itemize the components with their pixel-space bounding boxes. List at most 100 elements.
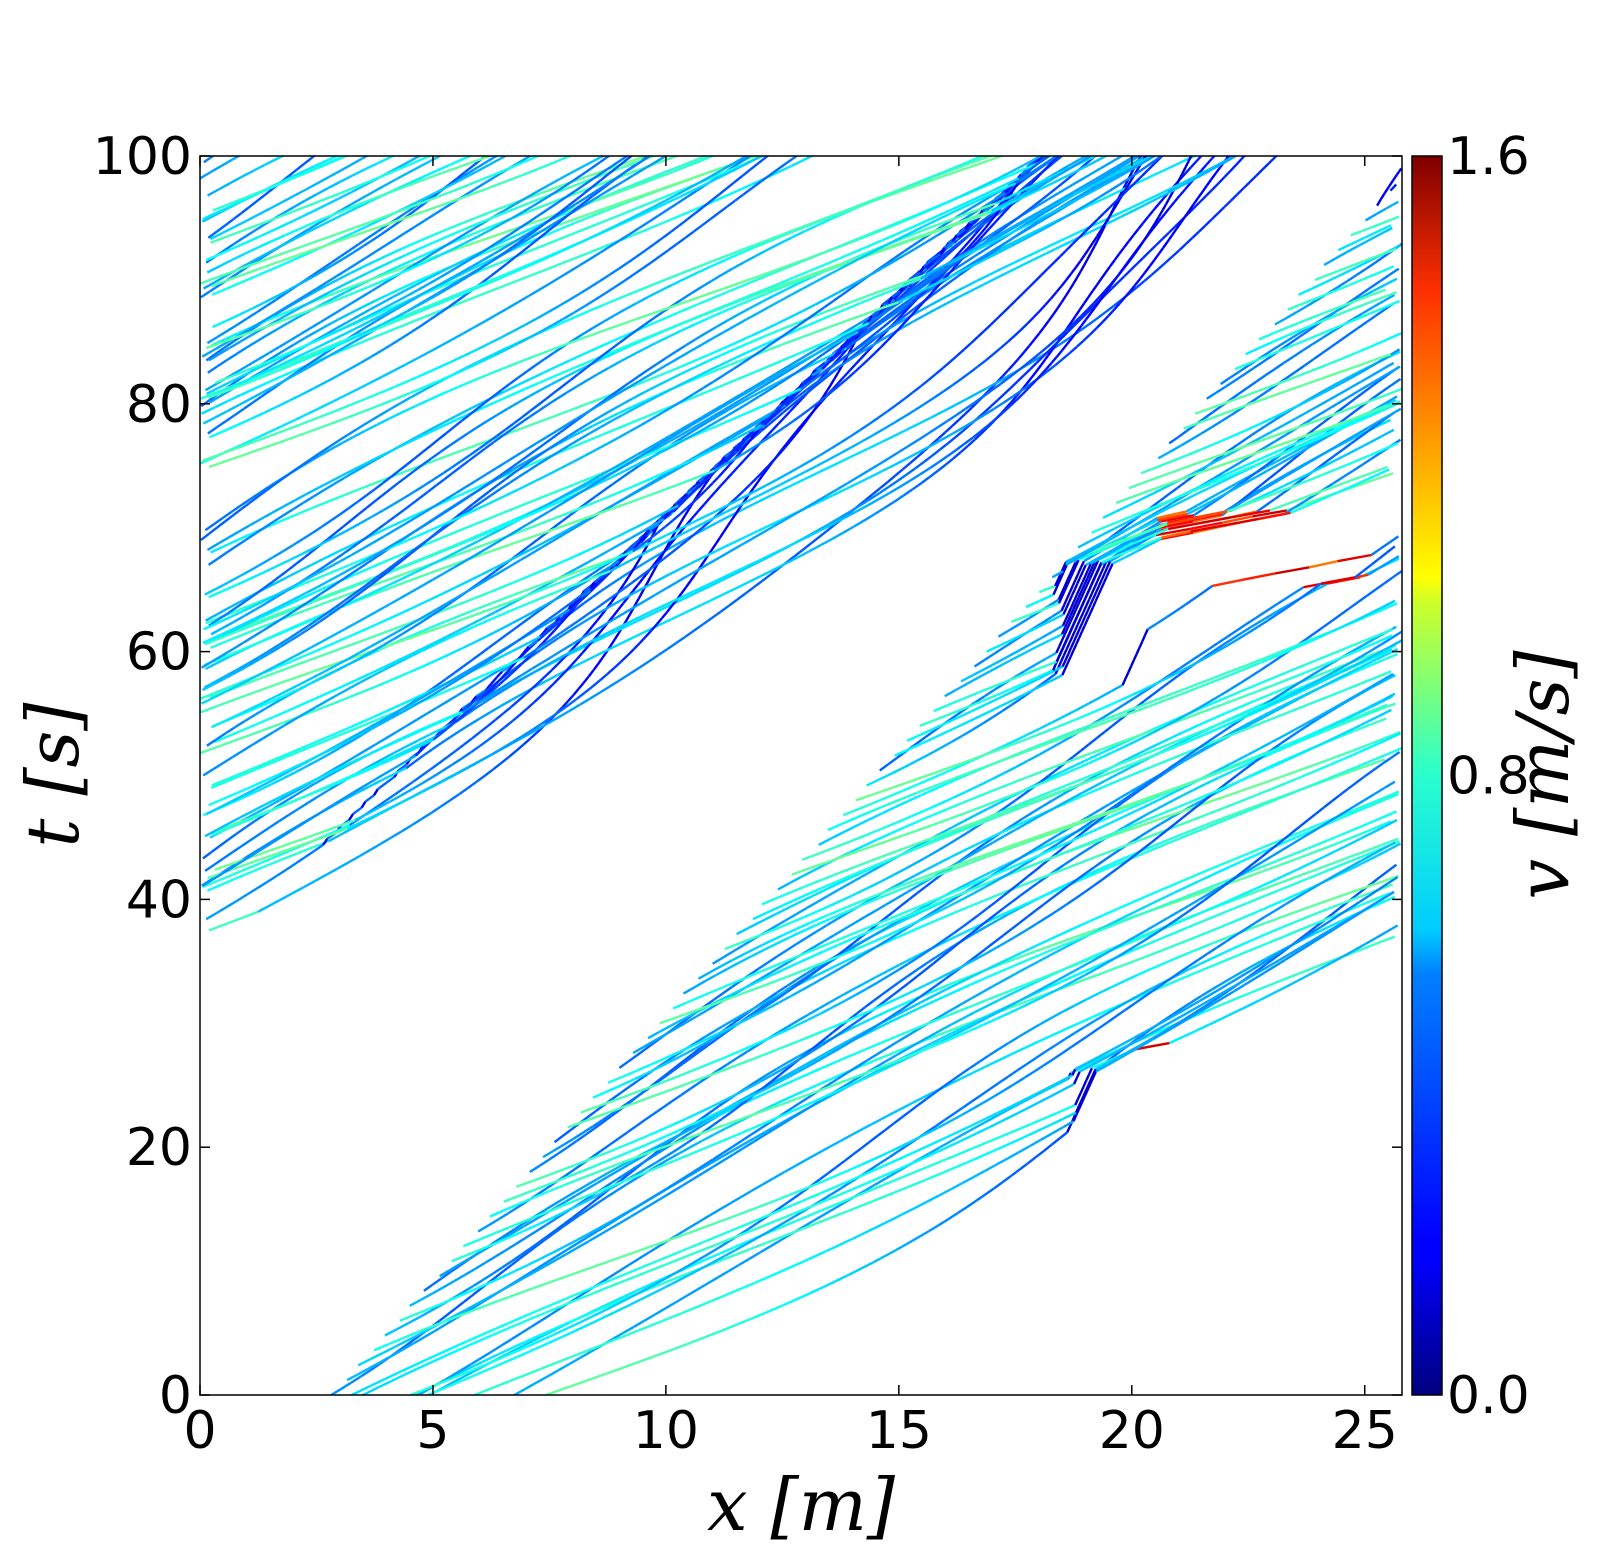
trajectory-segment [1047, 146, 1053, 152]
trajectory-segment [279, 815, 289, 821]
trajectory-segment [897, 1173, 912, 1179]
trajectory-segment [1256, 170, 1262, 176]
trajectory-segment [402, 1419, 417, 1425]
trajectory-segment [449, 1424, 466, 1430]
trajectory-segment [315, 875, 326, 881]
trajectory-segment [323, 805, 333, 811]
trajectory-segment [1320, 108, 1326, 114]
trajectory-segment [1151, 963, 1165, 969]
trajectory-segment [211, 846, 219, 852]
trajectory-segment [704, 498, 709, 504]
trajectory-segment [1332, 6, 1337, 12]
trajectory-segment [931, 411, 943, 417]
trajectory-segment [1374, 788, 1384, 794]
trajectory-segment [458, 767, 469, 773]
trajectory-segment [1249, 49, 1253, 55]
trajectory-segment [410, 1300, 422, 1306]
trajectory-segment [291, 1500, 305, 1506]
trajectory-segment [1052, 1127, 1063, 1133]
trajectory-segment [664, 553, 672, 559]
trajectory-segment [480, 648, 488, 654]
trajectory-segment [1321, 35, 1327, 41]
trajectory-segment [858, 471, 868, 477]
trajectory-segment [930, 462, 939, 468]
trajectory-segment [1202, 916, 1217, 922]
trajectory-segment [1304, 53, 1310, 59]
trajectory-segment [1051, 1030, 1065, 1036]
trajectory-segment [1115, 84, 1122, 90]
trajectory-segment [1169, 133, 1180, 139]
trajectory-segment [912, 316, 923, 322]
trajectory-segment [720, 606, 729, 612]
trajectory-segment [287, 705, 301, 711]
trajectory-segment [878, 1193, 894, 1199]
trajectory-segment [1003, 1176, 1011, 1182]
trajectory-segment [1103, 92, 1109, 98]
trajectory-segment [1089, 108, 1096, 114]
trajectory-segment [598, 658, 602, 664]
trajectory-segment [1287, 72, 1293, 78]
trajectory-segment [1232, 131, 1244, 137]
trajectory-segment [589, 670, 594, 676]
trajectory-segment [785, 1166, 796, 1172]
trajectory-segment [769, 484, 781, 490]
trajectory-segment [1028, 897, 1042, 903]
trajectory-segment [506, 1244, 516, 1250]
trajectory-segment [829, 1141, 840, 1147]
trajectory-segment [585, 686, 593, 692]
trajectory-segment [1089, 916, 1103, 922]
trajectory-segment [492, 597, 508, 603]
trajectory-segment [392, 831, 402, 837]
trajectory-segment [305, 1494, 319, 1500]
trajectory-segment [847, 1205, 863, 1211]
trajectory-segment [1021, 323, 1027, 329]
trajectory-segment [436, 654, 450, 660]
trajectory-segment [1231, 118, 1237, 124]
trajectory-segment [1036, 365, 1041, 371]
trajectory-segment [1130, 72, 1138, 78]
trajectory-segment [579, 1173, 595, 1179]
trajectory-segment [1208, 118, 1211, 124]
trajectory-segment [545, 670, 552, 676]
trajectory-segment [488, 629, 500, 635]
trajectory-segment [1041, 359, 1046, 365]
trajectory-segment [1122, 78, 1130, 84]
trajectory-segment [970, 367, 978, 373]
trajectory-segment [895, 416, 905, 422]
trajectory-segment [634, 1321, 645, 1327]
trajectory-segment [868, 465, 878, 471]
trajectory-segment [1108, 1016, 1117, 1022]
trajectory-segment [973, 1067, 986, 1073]
trajectory-segment [1017, 1064, 1026, 1070]
trajectory-segment [1173, 887, 1186, 893]
trajectory-segment [237, 828, 246, 834]
trajectory-segment [1245, 20, 1251, 26]
trajectory-segment [640, 560, 650, 566]
trajectory-segment [978, 360, 986, 366]
trajectory-segment [535, 1343, 549, 1349]
trajectory-segment [1127, 82, 1136, 88]
trajectory-segment [694, 510, 699, 516]
trajectory-segment [1394, 37, 1401, 43]
trajectory-segment [763, 1178, 774, 1184]
trajectory-segment [853, 1148, 861, 1154]
trajectory-segment [1358, 71, 1364, 77]
trajectory-segment [359, 1437, 373, 1443]
trajectory-segment [1278, 885, 1293, 891]
trajectory-segment [229, 14, 241, 20]
trajectory-segment [260, 828, 269, 834]
trajectory-segment [618, 603, 623, 609]
trajectory-segment [286, 864, 295, 870]
trajectory-segment [1281, 792, 1296, 798]
trajectory-segment [1036, 1151, 1044, 1157]
trajectory-segment [253, 738, 263, 744]
trajectory-segment [907, 468, 916, 474]
trajectory-segment [963, 1012, 975, 1018]
trajectory-segment [1222, 999, 1237, 1005]
trajectory-segment [1094, 103, 1101, 109]
trajectory-segment [1225, 201, 1231, 207]
trajectory-segment [1390, 11, 1399, 17]
trajectory-segment [1200, 196, 1206, 202]
trajectory-segment [585, 1264, 603, 1270]
trajectory-segment [728, 519, 732, 525]
